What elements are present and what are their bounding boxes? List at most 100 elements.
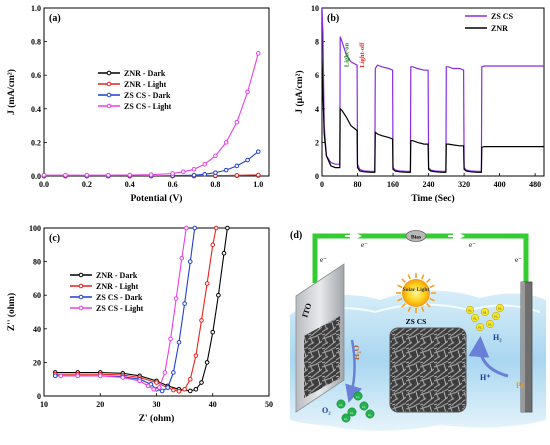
external-circuit-wire — [312, 233, 529, 283]
sun-ray — [401, 303, 406, 308]
h2-bubble — [491, 311, 501, 321]
h2-bubble-label: H₂ — [468, 309, 471, 313]
legend-entry: ZNR - Light — [96, 282, 139, 291]
data-point — [223, 167, 229, 173]
h2-bubble-label: H₂ — [473, 317, 476, 321]
data-point — [255, 51, 261, 56]
x-tick-label: 0.8 — [210, 180, 220, 189]
series-line-2 — [322, 58, 544, 173]
o2-bubble — [347, 407, 357, 417]
data-point — [171, 387, 176, 393]
bias-source — [405, 230, 427, 242]
cathode-label: Pt — [516, 381, 524, 390]
legend-entry: ZNR - Dark — [96, 271, 138, 280]
data-point — [245, 89, 250, 95]
data-point — [176, 339, 182, 345]
electron-label: e⁻ — [469, 241, 476, 249]
x-tick-label: 0.4 — [125, 180, 135, 189]
h2-bubble — [485, 319, 495, 329]
o2-bubble — [341, 413, 351, 423]
h2-bubble-label: H₂ — [488, 323, 491, 327]
water-label: H₂O — [352, 345, 361, 360]
data-point — [148, 172, 154, 177]
legend-entry: ZS CS - Dark — [96, 293, 143, 302]
y-tick-label: 40 — [33, 325, 41, 334]
data-point — [127, 172, 133, 178]
data-point — [187, 259, 193, 264]
x-tick-label: 30 — [153, 400, 161, 409]
data-point — [137, 378, 142, 384]
data-point — [193, 386, 199, 392]
data-point — [202, 172, 208, 177]
data-point — [199, 380, 204, 385]
sem-micrograph — [389, 327, 467, 413]
legend-marker — [78, 272, 84, 278]
sun-ray — [421, 306, 425, 312]
sun-ray — [407, 306, 411, 312]
legend-marker — [78, 305, 84, 311]
y-tick-label: 80 — [33, 258, 41, 267]
data-point — [216, 292, 221, 298]
x-tick-label: 480 — [529, 180, 541, 189]
data-point — [159, 388, 165, 394]
x-axis-label: Potential (V) — [131, 193, 183, 204]
legend-entry: ZNR - Light — [124, 80, 167, 89]
data-point — [255, 149, 261, 154]
data-point — [182, 301, 187, 306]
h2-bubble — [470, 313, 480, 323]
data-point — [191, 172, 197, 178]
legend-marker — [78, 294, 84, 300]
legend-entry: ZS CS — [491, 12, 514, 21]
data-point — [193, 353, 199, 358]
panel-label: (b) — [327, 13, 339, 24]
data-point — [154, 380, 159, 385]
legend-marker — [106, 70, 112, 76]
legend-marker — [106, 81, 112, 87]
o2-bubble — [336, 399, 346, 409]
legend-entry: ZS CS - Light — [96, 304, 144, 313]
y-tick-label: 100 — [29, 224, 41, 233]
sun-ray — [401, 278, 406, 283]
electron-label: e⁻ — [320, 256, 327, 264]
o2-bubble — [353, 391, 363, 401]
o2-bubble-label: O₂ — [350, 411, 354, 415]
sun-ray — [429, 298, 435, 302]
x-axis-label: Time (Sec) — [411, 193, 454, 204]
panel-label: (c) — [49, 233, 60, 244]
sun-ray — [429, 284, 435, 288]
y-tick-label: 0 — [315, 172, 319, 181]
x-tick-label: 80 — [354, 180, 362, 189]
electron-label: e⁻ — [361, 241, 368, 249]
data-point — [105, 172, 111, 178]
x-tick-label: 20 — [96, 400, 104, 409]
annotation-label: Light-off — [359, 42, 366, 68]
data-point — [162, 370, 168, 375]
data-point — [187, 376, 193, 382]
h2-bubble-label: H₂ — [494, 315, 497, 319]
o2-bubble-label: O₂ — [344, 417, 348, 421]
y-tick-label: 0 — [37, 392, 41, 401]
sun-ray — [421, 274, 425, 280]
x-tick-label: 0 — [320, 180, 324, 189]
data-point — [210, 329, 216, 335]
data-point — [184, 225, 189, 231]
data-point — [176, 388, 182, 394]
data-point — [84, 172, 90, 178]
data-point — [213, 225, 219, 231]
proton-label: H⁺ — [480, 373, 490, 382]
y-tick-label: 8 — [315, 38, 319, 47]
o2-bubble-label: O₂ — [368, 413, 372, 417]
series-line-1 — [322, 8, 544, 172]
h2-bubble-label: H₂ — [478, 326, 481, 330]
data-point — [52, 373, 58, 379]
legend-entry: ZNR — [491, 24, 508, 33]
data-point — [157, 385, 162, 390]
y-tick-label: 0.8 — [31, 38, 41, 47]
data-point — [213, 153, 218, 159]
h2-bubble — [480, 307, 490, 317]
data-point — [63, 172, 68, 178]
data-point — [234, 173, 240, 178]
h2-bubble — [495, 303, 505, 313]
h2-bubble — [475, 322, 485, 332]
